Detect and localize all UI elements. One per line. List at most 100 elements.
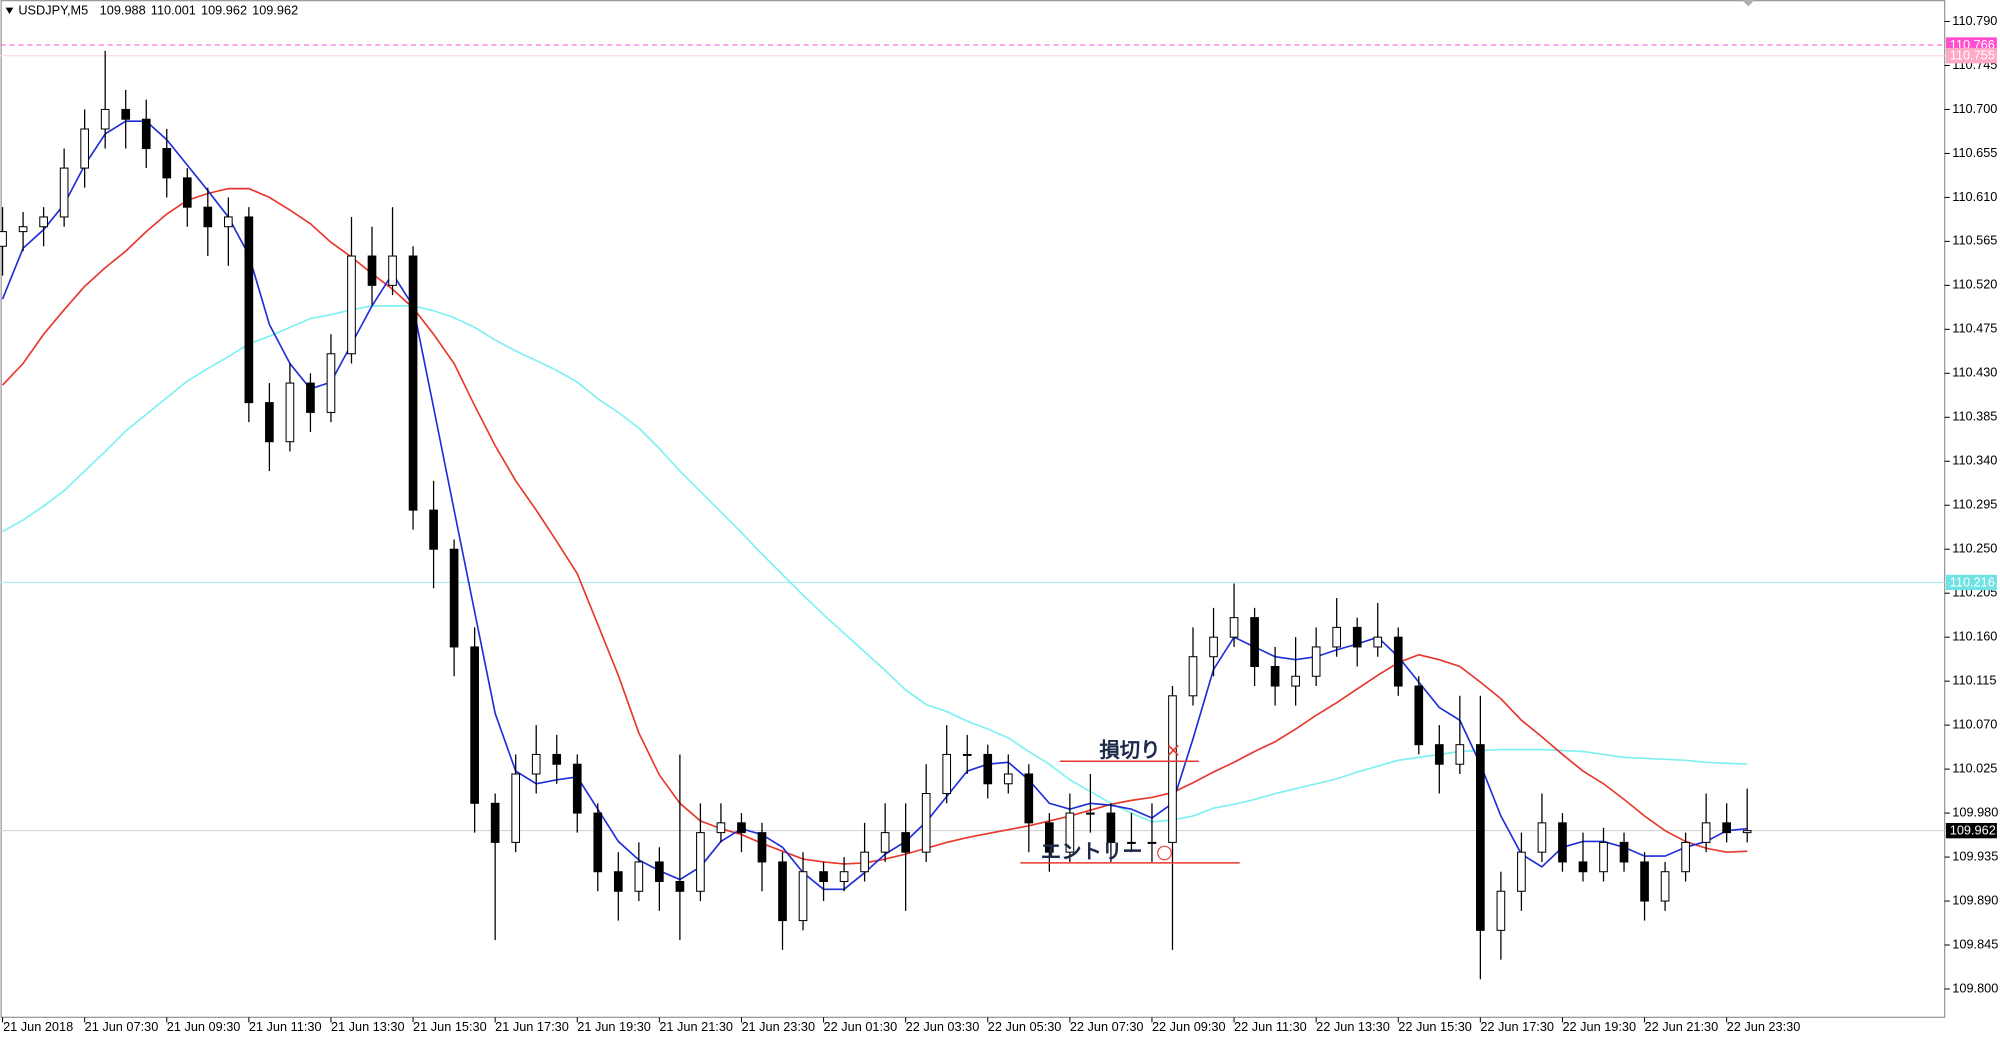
candle-body <box>1578 861 1588 873</box>
header-value: 109.988 <box>100 3 146 18</box>
candle-body <box>1434 744 1444 765</box>
y-tick-label: 110.655 <box>1952 145 1997 160</box>
x-tick-label: 22 Jun 13:30 <box>1316 1019 1390 1034</box>
annotation-symbol: × <box>1165 739 1181 762</box>
y-tick-label: 110.565 <box>1952 233 1997 248</box>
candle-body <box>1168 695 1177 843</box>
y-tick-label: 110.295 <box>1952 497 1997 512</box>
chart-header: USDJPY,M5 109.988 110.001 109.962 109.962 <box>18 3 298 18</box>
candle-body <box>347 255 356 355</box>
candle-body <box>572 763 582 814</box>
candle-body <box>203 206 213 228</box>
candle-body <box>1188 656 1198 697</box>
price-level-label: 109.962 <box>1950 823 1996 838</box>
x-tick-label: 21 Jun 2018 <box>3 1019 73 1034</box>
x-tick-label: 22 Jun 03:30 <box>906 1019 980 1034</box>
candle-body <box>1681 841 1690 873</box>
candle-body <box>839 871 849 882</box>
candle-body <box>408 255 418 511</box>
x-tick-label: 21 Jun 21:30 <box>659 1019 733 1034</box>
x-tick-label: 22 Jun 11:30 <box>1234 1019 1307 1034</box>
candle-body <box>0 231 7 247</box>
candle-body <box>675 880 685 892</box>
candle-body <box>511 773 521 843</box>
y-tick-label: 110.475 <box>1952 321 1997 336</box>
candle-body <box>1701 822 1711 843</box>
candle-body <box>1640 861 1649 902</box>
candle-body <box>1373 636 1383 648</box>
x-tick-label: 21 Jun 23:30 <box>741 1019 815 1034</box>
candle-body <box>696 832 705 892</box>
candle-body <box>1147 841 1157 844</box>
candle-body <box>470 646 479 804</box>
candle-body <box>1065 812 1075 853</box>
candle-body <box>388 255 397 286</box>
candle-body <box>531 753 541 775</box>
candle-body <box>1229 617 1239 638</box>
y-tick-label: 110.430 <box>1952 365 1997 380</box>
x-tick-label: 22 Jun 17:30 <box>1480 1019 1554 1034</box>
candle-body <box>182 177 192 208</box>
candle-body <box>1270 665 1280 687</box>
plot-frame <box>0 0 1946 1018</box>
candle-body <box>962 753 972 756</box>
candle-body <box>1558 822 1567 863</box>
x-tick-label: 22 Jun 09:30 <box>1152 1019 1226 1034</box>
candle-body <box>1476 744 1485 931</box>
candle-body <box>59 167 69 218</box>
candle-body <box>39 216 48 228</box>
annotation-label: エントリー <box>1041 840 1143 864</box>
symbol-title: USDJPY,M5 <box>18 3 88 18</box>
x-tick-label: 22 Jun 07:30 <box>1070 1019 1144 1034</box>
candle-body <box>1352 626 1362 648</box>
candle-body <box>306 382 315 413</box>
candle-body <box>141 118 151 150</box>
annotation-symbol: ○ <box>1156 840 1173 863</box>
y-tick-label: 109.935 <box>1952 848 1998 863</box>
candle-body <box>1660 871 1670 902</box>
candle-body <box>449 548 459 648</box>
price-level-label: 110.755 <box>1950 48 1995 63</box>
x-tick-label: 21 Jun 07:30 <box>85 1019 159 1034</box>
x-tick-label: 22 Jun 05:30 <box>988 1019 1062 1034</box>
candle-body <box>1311 646 1321 677</box>
candle-body <box>1722 822 1731 834</box>
x-tick-label: 21 Jun 17:30 <box>495 1019 569 1034</box>
x-tick-label: 21 Jun 13:30 <box>331 1019 405 1034</box>
candle-body <box>798 871 808 922</box>
candle-body <box>1332 626 1342 648</box>
candle-body <box>655 861 664 882</box>
price-level-label: 110.216 <box>1950 574 1995 589</box>
y-tick-label: 110.385 <box>1952 409 1997 424</box>
candle-body <box>326 353 336 413</box>
candle-body <box>593 812 603 873</box>
candle-body <box>285 382 295 443</box>
candle-body <box>1393 636 1403 687</box>
moving-average-line <box>1 187 1748 865</box>
y-tick-label: 110.160 <box>1952 629 1997 644</box>
candle-body <box>1742 830 1752 834</box>
candle-body <box>634 861 644 892</box>
candle-body <box>1045 822 1054 853</box>
symbol-menu-icon[interactable] <box>5 7 14 15</box>
candle-body <box>942 753 952 795</box>
candle-body <box>880 832 890 853</box>
candle-body <box>1127 841 1136 844</box>
y-tick-label: 109.980 <box>1952 804 1998 819</box>
candle-body <box>983 753 993 785</box>
x-tick-label: 21 Jun 15:30 <box>413 1019 487 1034</box>
candle-body <box>1455 744 1465 765</box>
candle-body <box>1496 890 1506 931</box>
x-tick-label: 21 Jun 19:30 <box>577 1019 651 1034</box>
y-tick-label: 110.520 <box>1952 277 1997 292</box>
x-tick-label: 22 Jun 23:30 <box>1727 1019 1801 1034</box>
header-value: 110.001 <box>151 3 196 18</box>
y-tick-label: 110.070 <box>1952 716 1997 731</box>
price-level-box <box>1945 48 1997 64</box>
candle-body <box>265 402 274 443</box>
candle-body <box>1086 812 1095 815</box>
candle-body <box>1599 841 1608 873</box>
x-tick-label: 21 Jun 11:30 <box>249 1019 322 1034</box>
candle-body <box>1619 841 1629 863</box>
